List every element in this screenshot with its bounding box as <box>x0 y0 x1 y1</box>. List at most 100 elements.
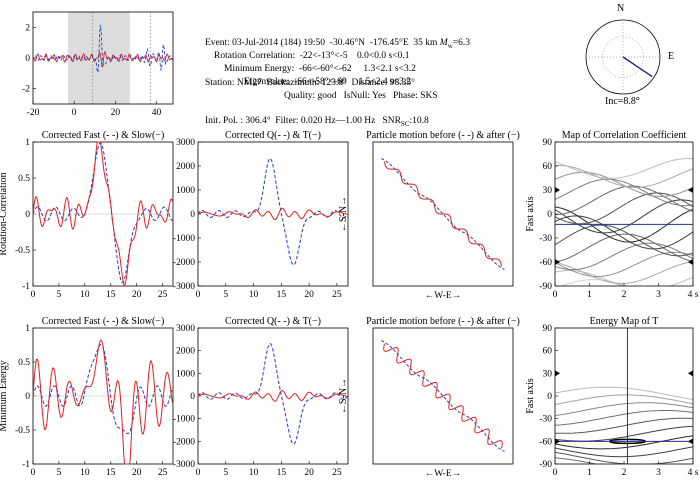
rc-fs-ytick-label: -1 <box>22 282 30 292</box>
rc-qt-ytick-label: 2000 <box>176 162 195 172</box>
compass-north-label: N <box>617 3 625 14</box>
isnull-text: IsNull: Yes <box>343 91 386 101</box>
rc-fs-xtick-label: 5 <box>57 290 62 300</box>
rot-range: -22<-13°<-5 <box>299 51 348 61</box>
me-fs-ytick-label: 0.5 <box>18 358 30 368</box>
rc-fs-ytick-label: 0.5 <box>18 174 30 184</box>
rc-qt-xtick-label: 10 <box>249 290 259 300</box>
rc-fs-ytick-label: -0.5 <box>15 246 30 256</box>
seismogram-xtick-label: 20 <box>111 108 121 118</box>
me-pm-before-trace <box>381 340 505 452</box>
me-map-marker-right <box>688 370 693 377</box>
seismogram-ytick-label: -2 <box>22 85 30 95</box>
rc-fs-ylabel: Rotation-Correlation <box>0 172 9 255</box>
me-map-contour <box>555 417 693 434</box>
rc-map-contour <box>555 178 693 207</box>
me-pm-ylabel: ←S-N→ <box>338 378 349 414</box>
rc-fs-xtick-label: 25 <box>158 290 168 300</box>
me-map-ytick-label: -60 <box>539 437 552 447</box>
rc-map-ytick-label: -60 <box>539 258 552 268</box>
phase-text: Phase: SKS <box>393 91 438 101</box>
station-line: Station: NM27 Backazimuth: 123.8° Distan… <box>205 78 415 89</box>
rc-fs-fast-trace <box>32 142 173 284</box>
rc-qt-ytick-label: 1000 <box>176 186 195 196</box>
me-qt-ytick-label: -3000 <box>173 460 195 470</box>
me-qt-title: Corrected Q(- -) & T(−) <box>225 316 321 327</box>
rc-map-xtick-label: 2 <box>622 290 627 300</box>
rc-map-contour <box>555 270 693 286</box>
me-map-ytick-label: 60 <box>543 347 553 357</box>
me-qt-ytick-label: 1000 <box>176 369 195 379</box>
rc-map-frame <box>554 141 694 287</box>
me-map-contour <box>555 386 693 400</box>
rc-map-xtick-label: 0 <box>553 290 558 300</box>
me-qt-ytick-label: 2000 <box>176 347 195 357</box>
rc-map-contours <box>555 158 693 286</box>
rc-qt-xtick-label: 20 <box>304 290 314 300</box>
rc-map-marker-right <box>688 259 693 265</box>
eig-dt: 1.5<2.4 s<3.2 <box>358 77 411 87</box>
analysis-window <box>68 12 130 104</box>
rc-pm-before-trace <box>381 158 505 270</box>
me-map-title: Energy Map of T <box>590 316 659 327</box>
rot-label: Rotation Correlation: <box>214 51 296 61</box>
rc-pm-title: Particle motion before (- -) & after (−) <box>366 130 520 141</box>
me-fs-xtick-label: 0 <box>31 468 36 478</box>
me-qt-ytick-label: 0 <box>190 392 195 402</box>
rc-map-contour <box>555 233 693 263</box>
eig-range: -66<-58°<-60 <box>294 77 347 87</box>
me-fs-xtick-label: 15 <box>106 468 116 478</box>
rc-fs-ytick-label: 0 <box>25 210 30 220</box>
me-qt-xtick-label: 0 <box>196 468 201 478</box>
seismogram-xtick-label: 40 <box>152 108 162 118</box>
rc-fs-slow-trace <box>32 141 173 286</box>
rc-map-ytick-label: -30 <box>539 234 552 244</box>
me-qt-xtick-label: 20 <box>304 468 314 478</box>
me-map-ytick-label: 30 <box>543 369 553 379</box>
me-qt-ytick-label: -1000 <box>173 415 195 425</box>
me-qt-ytick-label: -2000 <box>173 437 195 447</box>
rc-map-contour <box>555 251 693 277</box>
rc-map-ytick-label: 90 <box>543 138 553 148</box>
rc-fs-xtick-label: 0 <box>31 290 36 300</box>
me-map-contour <box>555 410 693 426</box>
me-map-contour <box>555 435 693 450</box>
me-fs-title: Corrected Fast (- -) & Slow(−) <box>42 316 165 327</box>
me-map-contour <box>555 394 693 406</box>
rc-map-contour <box>555 185 693 216</box>
rc-map-ytick-label: 30 <box>543 186 553 196</box>
me-pm-after-trace <box>383 343 503 449</box>
me-map-xtick-label: 4 s <box>688 468 699 478</box>
seismogram-ytick-label: 0 <box>25 54 30 64</box>
rc-map-xtick-label: 1 <box>587 290 592 300</box>
rc-fs-xtick-label: 20 <box>132 290 142 300</box>
rc-qt-ytick-label: -1000 <box>173 234 195 244</box>
me-fs-ylabel: Minimum Energy <box>0 360 9 431</box>
rc-pm-ylabel: ←S-N→ <box>338 196 349 232</box>
me-fs-slow-trace <box>32 339 173 465</box>
me-map-ylabel: Fast axis <box>525 378 536 413</box>
me-fs-ytick-label: 1 <box>25 324 30 334</box>
me-map-ytick-label: 90 <box>543 324 553 334</box>
rc-map-contour <box>555 171 693 197</box>
minimum-energy-row: Minimum Energy: -66<-60°<-62 1.3<2.1 s<3… <box>224 63 416 76</box>
rc-map-contour <box>555 206 693 243</box>
rc-qt-xtick-label: 5 <box>223 290 228 300</box>
seismogram-transverse <box>32 24 174 74</box>
min-label: Minimum Energy: <box>224 64 295 74</box>
me-fs-xtick-label: 5 <box>57 468 62 478</box>
seismogram-xtick-label: -20 <box>27 108 40 118</box>
me-fs-xtick-label: 20 <box>132 468 142 478</box>
rc-qt-q-trace <box>197 157 348 266</box>
rc-qt-frame <box>197 141 349 287</box>
rc-map-xtick-label: 3 <box>656 290 661 300</box>
eig-label: Eigenvalue: <box>244 77 290 87</box>
me-qt-ytick-label: 3000 <box>176 324 195 334</box>
rc-map-title: Map of Correlation Coefficient <box>562 130 687 141</box>
me-map-xtick-label: 3 <box>656 468 661 478</box>
me-map-ytick-label: 0 <box>547 392 552 402</box>
rc-map-contour <box>555 224 693 257</box>
me-map-marker-right <box>688 438 693 445</box>
me-map-contours <box>555 386 693 464</box>
